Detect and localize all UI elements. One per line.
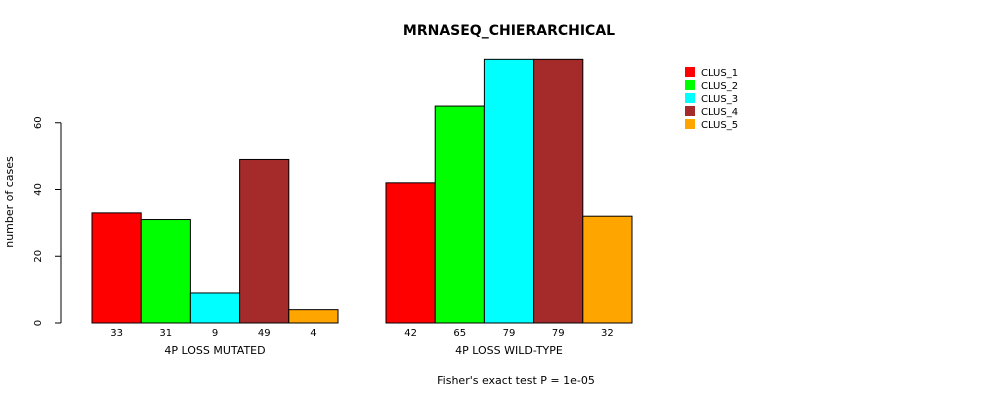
y-tick-label: 40 — [33, 183, 44, 196]
bar-clus_5-group-1 — [288, 309, 339, 324]
legend-swatch-clus_1 — [685, 67, 695, 77]
bar-clus_1-group-2 — [385, 182, 436, 324]
legend-label-clus_1: CLUS_1 — [701, 68, 738, 79]
bar-value-label: 79 — [552, 328, 565, 339]
y-tick-label: 60 — [33, 116, 44, 129]
legend-label-clus_4: CLUS_4 — [701, 107, 738, 118]
y-axis: 0 20 40 60 — [33, 116, 62, 326]
bar-value-label: 9 — [212, 328, 218, 339]
bar-value-label: 79 — [503, 328, 516, 339]
bar-clus_2-group-1 — [140, 219, 191, 324]
chart-title: MRNASEQ_CHIERARCHICAL — [403, 23, 615, 39]
footnote: Fisher's exact test P = 1e-05 — [437, 374, 595, 387]
legend-swatch-clus_4 — [685, 106, 695, 116]
legend-swatch-clus_2 — [685, 80, 695, 90]
bar-clus_3-group-1 — [189, 292, 241, 324]
bar-value-label: 4 — [310, 328, 316, 339]
group-label: 4P LOSS MUTATED — [164, 344, 265, 357]
y-tick-label: 0 — [33, 320, 44, 326]
bar-value-label: 49 — [258, 328, 271, 339]
bar-clus_2-group-2 — [434, 105, 485, 324]
bar-clus_4-group-2 — [533, 58, 584, 324]
bar-clus_1-group-1 — [91, 212, 142, 324]
bar-clus_4-group-1 — [239, 158, 290, 324]
legend-label-clus_2: CLUS_2 — [701, 81, 738, 92]
bar-value-label: 31 — [159, 328, 172, 339]
bar-value-label: 33 — [110, 328, 123, 339]
legend-swatch-clus_5 — [685, 119, 695, 129]
bar-clus_5-group-2 — [582, 215, 633, 324]
bar-value-label: 65 — [453, 328, 466, 339]
bar-value-label: 32 — [601, 328, 614, 339]
y-axis-label: number of cases — [3, 156, 16, 248]
legend: CLUS_1 CLUS_2 CLUS_3 CLUS_4 CLUS_5 — [685, 67, 738, 131]
bars-layer: 33 31 9 49 4 42 65 79 79 32 — [91, 58, 633, 339]
y-tick-label: 20 — [33, 250, 44, 263]
legend-label-clus_3: CLUS_3 — [701, 94, 738, 105]
group-label: 4P LOSS WILD-TYPE — [455, 344, 563, 357]
bar-clus_3-group-2 — [483, 58, 535, 324]
legend-swatch-clus_3 — [685, 93, 695, 103]
group-labels: 4P LOSS MUTATED 4P LOSS WILD-TYPE — [164, 344, 562, 357]
bar-value-label: 42 — [404, 328, 417, 339]
legend-label-clus_5: CLUS_5 — [701, 120, 738, 131]
